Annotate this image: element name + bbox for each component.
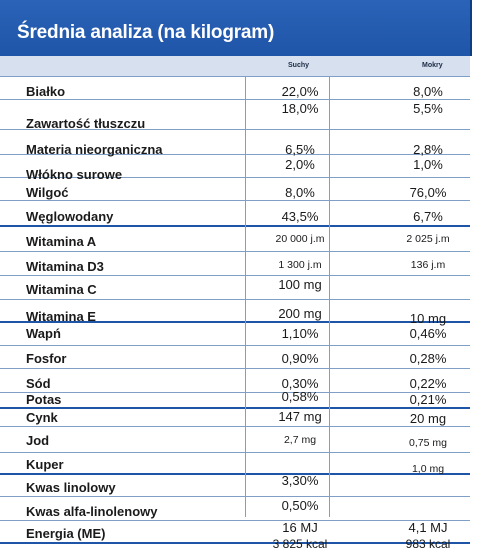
table-row: Zawartość tłuszczu 18,0% 5,5%	[0, 99, 470, 131]
column-header-wet: Mokry	[422, 62, 443, 69]
row-label: Potas	[26, 392, 62, 407]
row-label: Witamina E	[26, 309, 96, 324]
table-row: Witamina A 20 000 j.m 2 025 j.m	[0, 225, 470, 252]
table-row: Wapń 1,10% 0,46%	[0, 321, 470, 346]
row-value-dry: 22,0%	[281, 84, 319, 99]
row-label: Białko	[26, 84, 66, 99]
table-row: Witamina E 200 mg 10 mg	[0, 299, 470, 326]
table-row: Energia (ME) 16 MJ 4,1 MJ	[0, 520, 470, 544]
row-value-dry: 0,90%	[281, 351, 319, 366]
table-row: Witamina D3 1 300 j.m 136 j.m	[0, 251, 470, 276]
row-label: Węglowodany	[26, 209, 114, 224]
table-row: Włókno surowe 2,0% 1,0%	[0, 154, 470, 182]
row-value-wet: 0,21%	[409, 392, 447, 407]
table-row: Fosfor 0,90% 0,28%	[0, 345, 470, 369]
table-row: Węglowodany 43,5% 6,7%	[0, 200, 470, 227]
row-label: Wilgoć	[26, 185, 69, 200]
row-label: Witamina D3	[26, 259, 104, 274]
row-value-wet: 6,7%	[413, 209, 443, 224]
column-divider	[329, 76, 330, 517]
row-value-wet: 76,0%	[409, 185, 447, 200]
row-label: Włókno surowe	[26, 167, 123, 182]
table-row: Wilgoć 8,0% 76,0%	[0, 177, 470, 201]
row-value-wet: 0,22%	[409, 376, 447, 391]
row-value-dry: 0,50%	[281, 498, 319, 513]
energy-kcal-dry: 3 825 kcal	[272, 537, 328, 551]
column-header-dry: Suchy	[288, 62, 310, 69]
row-value-wet: 20 mg	[409, 411, 447, 426]
table-row: Jod 2,7 mg 0,75 mg	[0, 426, 470, 453]
row-value-dry: 200 mg	[278, 306, 322, 321]
row-value-dry: 1,10%	[281, 326, 319, 341]
row-value-dry: 147 mg	[278, 409, 322, 424]
row-label: Witamina A	[26, 234, 97, 249]
row-value-wet: 1,0%	[413, 157, 443, 172]
row-value-wet: 0,28%	[409, 351, 447, 366]
row-value-wet: 4,1 MJ	[408, 520, 448, 535]
row-value-dry: 20 000 j.m	[275, 233, 325, 245]
row-label: Jod	[26, 433, 50, 448]
table-row: Kwas alfa-linolenowy 0,50%	[0, 496, 470, 521]
row-value-wet: 0,46%	[409, 326, 447, 341]
row-value-dry: 16 MJ	[282, 520, 318, 535]
row-value-wet: 1,0 mg	[411, 463, 445, 475]
energy-kcal-wet: 983 kcal	[405, 537, 451, 551]
row-label: Wapń	[26, 326, 61, 341]
row-value-wet: 5,5%	[413, 101, 443, 116]
row-label: Energia (ME)	[26, 526, 106, 541]
table-row: Witamina C 100 mg	[0, 275, 470, 300]
table-row: Kwas linolowy 3,30%	[0, 473, 470, 497]
row-value-dry: 2,0%	[285, 157, 315, 172]
row-value-wet: 136 j.m	[410, 259, 446, 271]
row-label: Materia nieorganiczna	[26, 142, 163, 157]
table-row: Cynk 147 mg 20 mg	[0, 407, 470, 427]
row-value-dry: 18,0%	[281, 101, 319, 116]
row-value-dry: 2,7 mg	[283, 434, 317, 446]
row-value-wet: 2,8%	[413, 142, 443, 157]
row-value-dry: 6,5%	[285, 142, 315, 157]
row-label: Fosfor	[26, 351, 67, 366]
row-label: Kwas linolowy	[26, 480, 116, 495]
row-value-dry: 43,5%	[281, 209, 319, 224]
row-value-wet: 10 mg	[409, 311, 447, 326]
row-label: Kuper	[26, 457, 64, 472]
table-row: Potas 0,58% 0,21%	[0, 389, 470, 409]
row-value-wet: 0,75 mg	[409, 437, 447, 449]
row-value-dry: 1 300 j.m	[278, 259, 322, 271]
row-value-dry: 0,30%	[281, 376, 319, 391]
table-row: Materia nieorganiczna 6,5% 2,8%	[0, 129, 470, 157]
column-header-row: Suchy Mokry	[0, 56, 470, 77]
row-label: Kwas alfa-linolenowy	[26, 504, 158, 519]
row-value-wet: 8,0%	[413, 84, 443, 99]
row-value-dry: 100 mg	[278, 277, 322, 292]
table-header-banner: Średnia analiza (na kilogram)	[0, 0, 472, 56]
row-value-dry: 8,0%	[285, 185, 315, 200]
row-value-dry: 3,30%	[281, 473, 319, 488]
row-label: Witamina C	[26, 282, 97, 297]
table-row: Kuper 1,0 mg	[0, 452, 470, 475]
table-title: Średnia analiza (na kilogram)	[17, 22, 275, 43]
row-label: Cynk	[26, 410, 58, 425]
row-value-dry: 0,58%	[281, 389, 319, 404]
table-row: Sód 0,30% 0,22%	[0, 368, 470, 393]
column-divider	[245, 76, 246, 517]
row-label: Zawartość tłuszczu	[26, 116, 146, 131]
table-row: Białko 22,0% 8,0%	[0, 76, 470, 100]
row-label: Sód	[26, 376, 51, 391]
row-value-wet: 2 025 j.m	[406, 233, 450, 245]
